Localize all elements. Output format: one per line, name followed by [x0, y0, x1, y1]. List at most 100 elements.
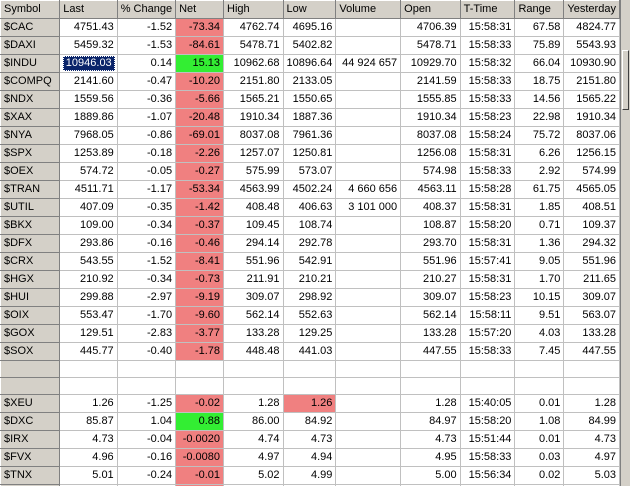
open-cell[interactable]: 10929.70 [400, 54, 461, 73]
symbol-cell[interactable]: $NDX [0, 90, 61, 109]
volume-cell[interactable] [335, 412, 402, 431]
pct-change-cell[interactable]: -1.07 [117, 108, 177, 127]
table-row[interactable]: $TNX 5.01 -0.24 -0.01 5.02 4.99 5.00 15:56:34 0.… [0, 466, 620, 485]
range-cell[interactable]: 4.03 [514, 324, 565, 343]
yesterday-cell[interactable] [563, 360, 620, 378]
column-header-high[interactable]: High [223, 0, 284, 19]
range-cell[interactable]: 0.71 [514, 216, 565, 235]
t-time-cell[interactable]: 15:58:33 [460, 36, 516, 55]
range-cell[interactable]: 1.36 [514, 234, 565, 253]
high-cell[interactable]: 294.14 [223, 234, 284, 253]
pct-change-cell[interactable]: -0.36 [117, 90, 177, 109]
pct-change-cell[interactable]: -0.34 [117, 216, 177, 235]
last-cell[interactable]: 109.00 [59, 216, 118, 235]
t-time-cell[interactable]: 15:40:05 [460, 394, 516, 413]
table-row[interactable]: $NDX 1559.56 -0.36 -5.66 1565.21 1550.65 1555.… [0, 90, 620, 109]
last-cell[interactable]: 5459.32 [59, 36, 118, 55]
net-cell[interactable]: -0.37 [175, 216, 225, 235]
table-row[interactable]: $NYA 7968.05 -0.86 -69.01 8037.08 7961.36 8037… [0, 126, 620, 145]
yesterday-cell[interactable]: 5.03 [563, 466, 620, 485]
symbol-cell[interactable]: $XAX [0, 108, 61, 127]
last-cell[interactable]: 1889.86 [59, 108, 118, 127]
net-cell[interactable]: -0.020 [175, 484, 225, 486]
last-cell[interactable]: 85.87 [59, 412, 118, 431]
yesterday-cell[interactable]: 133.28 [563, 324, 620, 343]
symbol-cell[interactable]: $UTIL [0, 198, 61, 217]
open-cell[interactable]: 1555.85 [400, 90, 461, 109]
high-cell[interactable]: 5.081 [223, 484, 284, 486]
symbol-cell[interactable]: $NYA [0, 126, 61, 145]
t-time-cell[interactable]: 15:58:11 [460, 306, 516, 325]
table-row[interactable]: $DAXI 5459.32 -1.53 -84.61 5478.71 5402.82 547… [0, 36, 620, 55]
symbol-cell[interactable]: $TNX [0, 466, 61, 485]
t-time-cell[interactable]: 15:58:20 [460, 216, 516, 235]
pct-change-cell[interactable]: -0.16 [117, 448, 177, 467]
high-cell[interactable]: 1565.21 [223, 90, 284, 109]
pct-change-cell[interactable]: -0.16 [117, 234, 177, 253]
net-cell[interactable]: -0.0080 [175, 448, 225, 467]
column-header-symbol[interactable]: Symbol [0, 0, 61, 19]
pct-change-cell[interactable]: -0.40 [117, 342, 177, 361]
net-cell[interactable]: -1.42 [175, 198, 225, 217]
low-cell[interactable]: 1.26 [283, 394, 337, 413]
low-cell[interactable]: 5402.82 [283, 36, 337, 55]
low-cell[interactable] [283, 360, 337, 378]
yesterday-cell[interactable]: 4565.05 [563, 180, 620, 199]
pct-change-cell[interactable]: -0.24 [117, 466, 177, 485]
last-cell[interactable]: 574.72 [59, 162, 118, 181]
range-cell[interactable]: 9.05 [514, 252, 565, 271]
range-cell[interactable]: 1.70 [514, 270, 565, 289]
column-header-yesterday[interactable]: Yesterday [563, 0, 620, 19]
t-time-cell[interactable]: 15:58:28 [460, 180, 516, 199]
net-cell[interactable]: -53.34 [175, 180, 225, 199]
net-cell[interactable]: -2.26 [175, 144, 225, 163]
volume-cell[interactable] [335, 306, 402, 325]
high-cell[interactable]: 575.99 [223, 162, 284, 181]
volume-cell[interactable] [335, 288, 402, 307]
open-cell[interactable]: 2141.59 [400, 72, 461, 91]
open-cell[interactable]: 4563.11 [400, 180, 461, 199]
open-cell[interactable]: 4706.39 [400, 18, 461, 37]
table-row[interactable]: $INDU 10946.03 0.14 15.13 10962.68 10896.64 44… [0, 54, 620, 73]
yesterday-cell[interactable]: 5543.93 [563, 36, 620, 55]
net-cell[interactable]: -20.48 [175, 108, 225, 127]
t-time-cell[interactable]: 15:57:41 [460, 484, 516, 486]
low-cell[interactable]: 1887.36 [283, 108, 337, 127]
symbol-cell[interactable]: $CRX [0, 252, 61, 271]
symbol-cell[interactable]: $OEX [0, 162, 61, 181]
last-cell[interactable]: 4.73 [59, 430, 118, 449]
low-cell[interactable]: 7961.36 [283, 126, 337, 145]
table-row[interactable]: $CRX 543.55 -1.52 -8.41 551.96 542.91 551.96 15… [0, 252, 620, 271]
net-cell[interactable]: -84.61 [175, 36, 225, 55]
yesterday-cell[interactable]: 1565.22 [563, 90, 620, 109]
range-cell[interactable]: 0.01 [514, 430, 565, 449]
volume-cell[interactable] [335, 466, 402, 485]
low-cell[interactable]: 2133.05 [283, 72, 337, 91]
pct-change-cell[interactable]: -1.25 [117, 394, 177, 413]
open-cell[interactable]: 408.37 [400, 198, 461, 217]
table-row[interactable]: $FVX 4.96 -0.16 -0.0080 4.97 4.94 4.95 15:58:33… [0, 448, 620, 467]
low-cell[interactable]: 552.63 [283, 306, 337, 325]
open-cell[interactable]: 4.95 [400, 448, 461, 467]
net-cell[interactable]: -0.27 [175, 162, 225, 181]
open-cell[interactable]: 1910.34 [400, 108, 461, 127]
net-cell[interactable]: -3.77 [175, 324, 225, 343]
volume-cell[interactable] [335, 342, 402, 361]
yesterday-cell[interactable]: 447.55 [563, 342, 620, 361]
low-cell[interactable]: 573.07 [283, 162, 337, 181]
symbol-cell[interactable]: $TRAN [0, 180, 61, 199]
pct-change-cell[interactable]: 1.04 [117, 412, 177, 431]
volume-cell[interactable] [335, 430, 402, 449]
pct-change-cell[interactable] [117, 360, 177, 378]
t-time-cell[interactable]: 15:58:31 [460, 18, 516, 37]
range-cell[interactable]: 9.51 [514, 306, 565, 325]
range-cell[interactable] [514, 360, 565, 378]
last-cell[interactable]: 1559.56 [59, 90, 118, 109]
low-cell[interactable]: 441.03 [283, 342, 337, 361]
t-time-cell[interactable]: 15:58:31 [460, 198, 516, 217]
range-cell[interactable]: 18.75 [514, 72, 565, 91]
last-cell[interactable] [59, 377, 118, 395]
high-cell[interactable] [223, 377, 284, 395]
column-header-pct-change[interactable]: % Change [116, 0, 177, 19]
table-row[interactable]: $COMPQ 2141.60 -0.47 -10.20 2151.80 2133.05 21… [0, 72, 620, 91]
